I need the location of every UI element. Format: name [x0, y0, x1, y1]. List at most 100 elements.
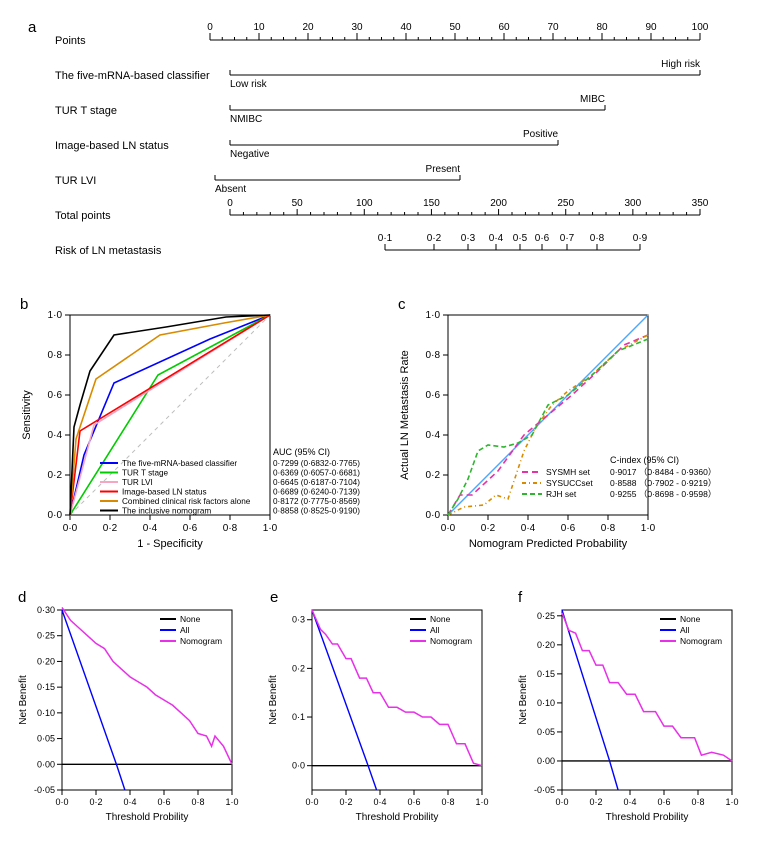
roc-legend-auc: 0·8172 (0·7775-0·8569): [273, 497, 360, 506]
nomogram-ticklabel: 50: [292, 198, 304, 209]
dca-ytick: 0·0: [292, 761, 305, 771]
dca-all-line: [562, 610, 618, 790]
nomogram-ticklabel: 100: [692, 22, 709, 33]
dca-ytick: 0·3: [292, 615, 305, 625]
panel-d-label: d: [18, 589, 26, 606]
nomogram-ticklabel: 0·2: [427, 233, 442, 244]
dca-legend-name: All: [680, 625, 690, 635]
roc-legend-auc: 0·6369 (0·6057-0·6681): [273, 469, 360, 478]
calib-xtick: 0·2: [481, 523, 496, 534]
roc-ytick: 0·4: [48, 430, 63, 441]
nomogram-row-label: TUR T stage: [55, 105, 117, 117]
dca-legend-name: Nomogram: [680, 636, 722, 646]
dca-legend-name: None: [430, 614, 451, 624]
dca-nomogram-curve: [312, 610, 482, 766]
nomogram-ticklabel: 0·4: [489, 233, 504, 244]
dca-xtick: 0·2: [89, 797, 102, 807]
dca-ytick: 0·25: [537, 611, 555, 621]
roc-ylabel: Sensitivity: [21, 390, 33, 440]
nomogram-ticklabel: 100: [356, 198, 373, 209]
nomogram-row-label: Image-based LN status: [55, 140, 169, 152]
calib-ytick: 0·6: [426, 390, 441, 401]
roc-ytick: 0·0: [48, 510, 63, 521]
dca-ytick: 0·00: [37, 759, 55, 769]
roc-legend-name: TUR T stage: [122, 469, 169, 478]
dca-all-line: [62, 610, 125, 790]
roc-xtick: 0·4: [143, 523, 158, 534]
roc-ytick: 1·0: [48, 310, 63, 321]
dca-xtick: 0·0: [305, 797, 318, 807]
roc-xtick: 0·6: [183, 523, 198, 534]
nomogram-ticklabel: 0·6: [535, 233, 550, 244]
dca-xtick: 0·0: [555, 797, 568, 807]
nomogram-ticklabel: 30: [351, 22, 363, 33]
figure-container: a Points0102030405060708090100The five-m…: [0, 0, 758, 865]
dca-ytick: -0·05: [534, 785, 555, 795]
nomogram-ticklabel: 10: [253, 22, 265, 33]
roc-legend-auc: 0·6645 (0·6187-0·7104): [273, 478, 360, 487]
nomogram-ticklabel: 150: [423, 198, 440, 209]
dca-xtick: 0·4: [623, 797, 636, 807]
nomogram-ticklabel: 0·5: [513, 233, 528, 244]
dca-ytick: 0·20: [37, 656, 55, 666]
dca-xtick: 1·0: [225, 797, 238, 807]
nomogram-ticklabel: 0: [227, 198, 233, 209]
panel-c-label: c: [398, 296, 406, 313]
nomogram-ticklabel: 300: [625, 198, 642, 209]
roc-legend-name: Combined clinical risk factors alone: [122, 497, 251, 506]
dca-ytick: 0·05: [37, 734, 55, 744]
roc-legend-name: The inclusive nomogram: [122, 507, 211, 516]
dca-legend-name: Nomogram: [430, 636, 472, 646]
calib-ylabel: Actual LN Metastasis Rate: [399, 350, 411, 480]
roc-legend-auc: 0·7299 (0·6832-0·7765): [273, 459, 360, 468]
nomogram-ticklabel: 0·3: [461, 233, 476, 244]
calib-ytick: 0·2: [426, 470, 441, 481]
nomogram-ticklabel: 90: [645, 22, 657, 33]
calib-xlabel: Nomogram Predicted Probability: [469, 538, 628, 550]
calib-xtick: 1·0: [641, 523, 656, 534]
dca-xtick: 0·6: [157, 797, 170, 807]
dca-ytick: 0·1: [292, 712, 305, 722]
dca-ytick: 0·15: [37, 682, 55, 692]
nomogram-bar-left: Low risk: [230, 79, 268, 90]
roc-legend-name: TUR LVI: [122, 478, 153, 487]
nomogram-ticklabel: 80: [596, 22, 608, 33]
dca-xtick: 0·8: [691, 797, 704, 807]
panels-b-c: b c 0·00·00·20·20·40·40·60·60·80·81·01·0…: [0, 293, 758, 583]
dca-xtick: 0·0: [55, 797, 68, 807]
dca-ytick: -0·05: [34, 785, 55, 795]
calib-xtick: 0·6: [561, 523, 576, 534]
dca-ytick: 0·20: [537, 640, 555, 650]
calib-curve: [448, 335, 648, 515]
nomogram-bar-left: Absent: [215, 184, 246, 195]
panel-e-label: e: [270, 589, 278, 606]
panels-d-e-f: d e f 0·00·20·40·60·81·0-0·050·000·050·1…: [0, 588, 758, 848]
calib-xtick: 0·8: [601, 523, 616, 534]
calib-xtick: 0·4: [521, 523, 536, 534]
dca-xtick: 0·2: [589, 797, 602, 807]
dca-xtick: 1·0: [475, 797, 488, 807]
panel-a-nomogram: a Points0102030405060708090100The five-m…: [0, 8, 758, 288]
nomogram-ticklabel: 60: [498, 22, 510, 33]
nomogram-ticklabel: 0·7: [560, 233, 575, 244]
nomogram-ticklabel: 0·8: [590, 233, 605, 244]
dca-ylabel: Net Benefit: [518, 675, 529, 725]
dca-xtick: 0·2: [339, 797, 352, 807]
dca-legend-name: Nomogram: [180, 636, 222, 646]
nomogram-row-label: The five-mRNA-based classifier: [55, 70, 210, 82]
roc-legend-auc: 0·8858 (0·8525-0·9190): [273, 507, 360, 516]
calib-legend-cindex: 0·9017 （0·8484 - 0·9360）: [610, 467, 716, 477]
nomogram-ticklabel: 20: [302, 22, 314, 33]
dca-xlabel: Threshold Probility: [356, 812, 439, 823]
nomogram-ticklabel: 70: [547, 22, 559, 33]
calib-legend-cindex: 0·9255 （0·8698 - 0·9598）: [610, 489, 716, 499]
panel-b-label: b: [20, 296, 28, 313]
roc-ytick: 0·2: [48, 470, 63, 481]
nomogram-bar-left: NMIBC: [230, 114, 262, 125]
panel-a-label: a: [28, 19, 37, 36]
dca-legend-name: All: [430, 625, 440, 635]
calib-ytick: 0·4: [426, 430, 441, 441]
dca-nomogram-curve: [62, 607, 232, 764]
roc-xlabel: 1 - Specificity: [137, 538, 203, 550]
dca-ytick: 0·00: [537, 756, 555, 766]
